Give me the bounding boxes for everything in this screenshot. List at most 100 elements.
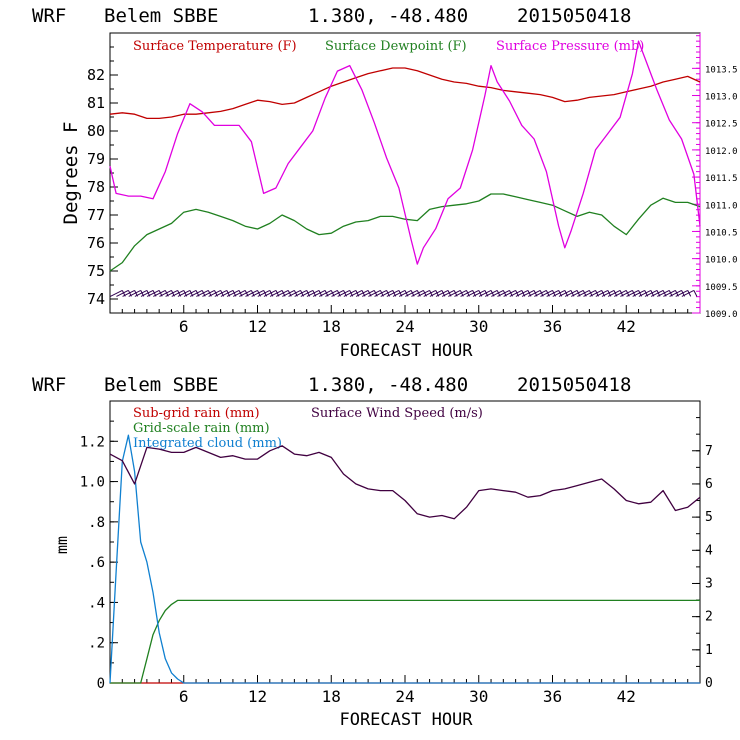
y2-tick-label: 0 (705, 676, 713, 691)
wind-barb (571, 289, 584, 297)
series-line-gridscale-rain (110, 599, 700, 684)
legend-pressure: Surface Pressure (mb) (496, 39, 644, 54)
wind-barb (386, 289, 400, 297)
y-tick-label: 77 (87, 206, 105, 224)
wind-barb (405, 289, 418, 297)
x-tick-label: 18 (322, 317, 341, 336)
y2-tick-label: 1012.0 (705, 147, 738, 157)
y2-tick-label: 5 (705, 510, 713, 525)
wind-barb (423, 289, 436, 297)
wind-barb (460, 289, 473, 297)
wind-barb (583, 289, 596, 297)
wind-barb (429, 289, 443, 297)
wind-barb (214, 289, 227, 297)
y-tick-label: .6 (88, 555, 105, 571)
wind-barb (626, 289, 639, 297)
wind-barb (355, 289, 369, 297)
y2-tick-label: 7 (705, 444, 713, 459)
wind-barb (632, 289, 645, 297)
y-tick-label: 81 (87, 94, 105, 112)
panel2-y-axis-label: mm (53, 536, 71, 554)
wind-barb (134, 289, 148, 297)
x-tick-label: 24 (395, 317, 414, 336)
wind-barb (454, 289, 467, 297)
panel2-x-axis-label: FORECAST HOUR (339, 710, 473, 730)
panel1-y-axis-label: Degrees F (60, 122, 82, 225)
wind-barb (607, 289, 621, 297)
wind-barb (466, 289, 479, 297)
wind-barb (251, 289, 264, 297)
wind-barb (128, 289, 141, 297)
wind-barb-flag (687, 290, 692, 297)
panel1-x-axis-label: FORECAST HOUR (339, 341, 473, 361)
wind-barb (509, 289, 522, 297)
wind-barb (269, 289, 283, 297)
x-tick-label: 6 (179, 317, 189, 336)
series-line-wind (109, 445, 701, 520)
wind-barb (153, 289, 166, 297)
wind-barb (245, 289, 258, 297)
y-tick-label: 78 (87, 178, 105, 196)
wind-barb (183, 289, 197, 297)
wind-barb (306, 289, 320, 297)
x-tick-label: 36 (543, 687, 562, 706)
y2-tick-label: 2 (705, 610, 713, 625)
wind-barb (546, 289, 559, 297)
legend-subgrid-rain: Sub-grid rain (mm) (133, 406, 260, 421)
wind-barb (312, 289, 326, 297)
wind-barb-flag (693, 290, 698, 297)
y-tick-label: 74 (87, 290, 105, 308)
y2-tick-label: 1010.0 (705, 256, 738, 266)
wind-barb (441, 289, 455, 297)
wind-barb (675, 289, 688, 297)
y-tick-label: 80 (87, 122, 105, 140)
y-tick-label: 0 (97, 676, 105, 692)
panel1-x-axis: 6 12 18 24 30 36 42 (121, 305, 689, 336)
wind-barb (331, 289, 344, 297)
panel2-model: WRF (32, 374, 66, 396)
wind-barb (349, 289, 363, 297)
wind-barb (294, 289, 307, 297)
y2-tick-label: 1009.0 (705, 310, 738, 320)
wind-barb (380, 289, 393, 297)
wind-barb (448, 289, 461, 297)
wind-barb (232, 289, 246, 297)
wind-barb (374, 289, 387, 297)
wind-barb (220, 289, 234, 297)
panel1-header: WRF Belem SBBE 1.380, -48.480 2015050418 (32, 5, 631, 27)
legend-temperature: Surface Temperature (F) (133, 39, 297, 54)
wind-barb (239, 289, 252, 297)
legend-gridscale-rain: Grid-scale rain (mm) (133, 421, 270, 436)
x-tick-label: 30 (469, 687, 488, 706)
wind-barb (657, 289, 670, 297)
legend-wind-speed: Surface Wind Speed (m/s) (311, 406, 483, 421)
wind-barb (527, 289, 541, 297)
wind-barb (614, 289, 627, 297)
wind-barb (189, 289, 203, 297)
panel1-init-time: 2015050418 (517, 5, 631, 27)
wind-barb (589, 289, 602, 297)
y2-tick-label: 1012.5 (705, 120, 738, 130)
wind-barb (196, 289, 209, 297)
panel1-legend: Surface Temperature (F) Surface Dewpoint… (133, 39, 644, 54)
x-tick-label: 30 (469, 317, 488, 336)
x-tick-label: 42 (617, 687, 636, 706)
legend-dewpoint: Surface Dewpoint (F) (325, 39, 467, 54)
y-tick-label: 75 (87, 262, 105, 280)
wind-barb (343, 289, 357, 297)
y-tick-label: .8 (88, 515, 105, 531)
wind-barb (337, 289, 350, 297)
y2-tick-label: 1010.5 (705, 228, 738, 238)
wind-barb (276, 289, 289, 297)
wind-barb (368, 289, 381, 297)
wind-barb (552, 289, 566, 297)
y2-tick-label: 1 (705, 643, 713, 658)
wind-barb (282, 289, 295, 297)
panel2-x-axis: 6 12 18 24 30 36 42 (121, 675, 689, 706)
wind-barb (362, 289, 375, 297)
wind-barb (534, 289, 547, 297)
y2-tick-label: 4 (705, 543, 713, 558)
y-tick-label: 1.2 (80, 434, 105, 450)
wind-barb (669, 289, 682, 297)
panel1-coords: 1.380, -48.480 (308, 5, 468, 27)
